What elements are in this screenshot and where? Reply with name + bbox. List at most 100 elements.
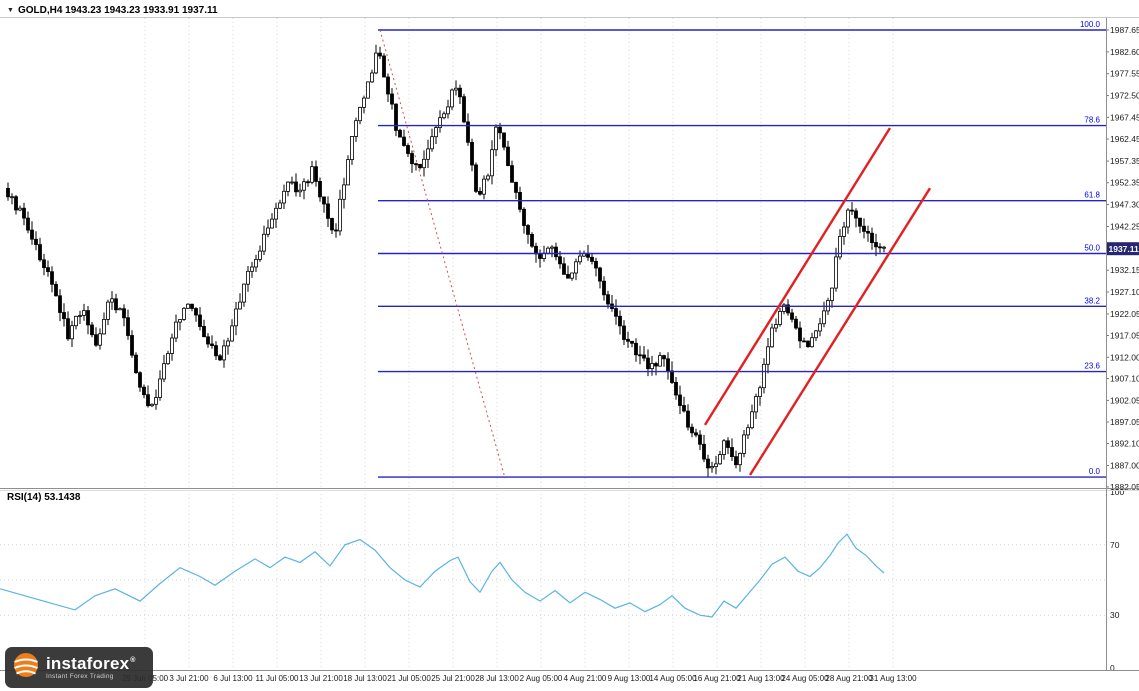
candle-body xyxy=(318,180,322,198)
collapse-icon[interactable]: ▼ xyxy=(7,7,14,14)
candle-body xyxy=(642,354,646,359)
candle-body xyxy=(106,301,110,320)
candle-body xyxy=(334,229,338,232)
time-tick-label: 3 Jul 21:00 xyxy=(169,674,209,683)
candle-body xyxy=(426,148,430,160)
candle-body xyxy=(170,337,174,354)
candle-body xyxy=(546,247,550,254)
candle-body xyxy=(562,263,566,275)
candle-body xyxy=(798,327,802,342)
candle-body xyxy=(722,440,726,455)
candle-body xyxy=(238,301,242,310)
price-tick-label: 1982.60 xyxy=(1110,47,1139,57)
candle-body xyxy=(262,233,266,252)
candle-body xyxy=(534,245,538,255)
candle-body xyxy=(298,189,302,193)
candle-body xyxy=(342,184,346,200)
candle-body xyxy=(362,97,366,108)
price-tick-label: 1972.50 xyxy=(1110,91,1139,101)
candle-body xyxy=(738,452,742,466)
candle-body xyxy=(678,394,682,406)
candle-body xyxy=(782,304,786,312)
candle-body xyxy=(126,317,130,336)
candle-body xyxy=(102,318,106,335)
fib-level-label: 61.8 xyxy=(1084,191,1100,200)
candle-body xyxy=(454,87,458,91)
candle-body xyxy=(858,217,862,227)
candle-body xyxy=(26,217,30,231)
watermark-text: instaforex® Instant Forex Trading xyxy=(46,653,136,681)
candle-body xyxy=(322,196,326,205)
candle-body xyxy=(62,312,66,320)
candle-body xyxy=(838,235,842,258)
candle-body xyxy=(230,325,234,342)
candle-body xyxy=(830,287,834,301)
candle-body xyxy=(598,267,602,282)
trend-channel-line[interactable] xyxy=(703,127,892,426)
candle-body xyxy=(754,396,758,413)
candle-body xyxy=(686,410,690,428)
candle-body xyxy=(558,256,562,265)
candle-body xyxy=(614,308,618,317)
candle-body xyxy=(674,381,678,396)
current-price-label: 1937.11 xyxy=(1109,244,1139,254)
candle-body xyxy=(794,318,798,329)
candle-body xyxy=(486,175,490,180)
time-tick-label: 24 Aug 05:00 xyxy=(781,674,829,683)
candle-body xyxy=(746,427,750,436)
fib-level-label: 100.0 xyxy=(1080,20,1101,29)
candle-body xyxy=(18,207,22,211)
candle-body xyxy=(818,323,822,332)
candle-body xyxy=(274,207,278,220)
candle-body xyxy=(446,106,450,115)
candle-body xyxy=(750,411,754,429)
price-tick-label: 1922.05 xyxy=(1110,309,1139,319)
candle-body xyxy=(10,196,14,199)
candle-body xyxy=(366,81,370,99)
candle-body xyxy=(134,354,138,374)
candle-body xyxy=(226,340,230,347)
time-tick-label: 9 Aug 13:00 xyxy=(608,674,651,683)
candle-body xyxy=(310,166,314,183)
candle-body xyxy=(250,266,254,272)
fib-level-label: 23.6 xyxy=(1084,362,1100,371)
candle-body xyxy=(714,463,718,467)
candle-body xyxy=(110,298,114,303)
price-tick-label: 1987.65 xyxy=(1110,25,1139,35)
fib-level-label: 50.0 xyxy=(1084,244,1100,253)
rsi-tick-label: 30 xyxy=(1110,610,1120,620)
candle-body xyxy=(770,327,774,348)
candle-body xyxy=(378,52,382,57)
candle-body xyxy=(158,378,162,398)
candle-body xyxy=(590,256,594,262)
trend-channel-line[interactable] xyxy=(748,187,932,476)
candle-body xyxy=(682,405,686,412)
watermark-brand: instaforex® xyxy=(46,653,136,673)
current-price-badge xyxy=(1106,242,1139,256)
candle-body xyxy=(302,181,306,191)
candle-body xyxy=(666,358,670,372)
candle-body xyxy=(882,246,886,249)
watermark-tagline: Instant Forex Trading xyxy=(46,672,114,680)
candle-body xyxy=(522,208,526,226)
candle-body xyxy=(190,303,194,309)
candle-body xyxy=(418,163,422,169)
candle-body xyxy=(42,259,46,268)
candle-body xyxy=(634,342,638,356)
candle-body xyxy=(294,181,298,193)
candle-body xyxy=(602,280,606,296)
candle-body xyxy=(398,129,402,138)
candle-body xyxy=(270,218,274,229)
candle-body xyxy=(346,159,350,186)
candle-body xyxy=(550,246,554,249)
time-tick-label: 28 Aug 21:00 xyxy=(825,674,873,683)
price-tick-label: 1942.25 xyxy=(1110,222,1139,232)
candle-body xyxy=(846,209,850,228)
candle-body xyxy=(50,271,54,285)
candle-body xyxy=(718,454,722,465)
candle-body xyxy=(66,318,70,340)
candles-layer xyxy=(6,44,886,478)
candle-body xyxy=(662,355,666,360)
candle-body xyxy=(498,126,502,134)
